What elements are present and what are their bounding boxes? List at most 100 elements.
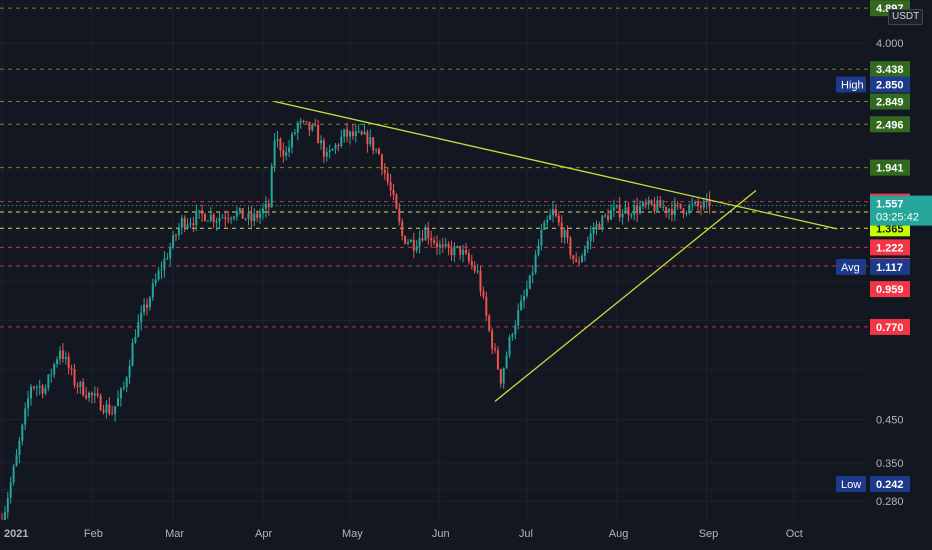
candle-body [598, 224, 601, 230]
candle-body [241, 208, 244, 219]
candle-body [688, 205, 691, 213]
candle-body [592, 229, 595, 234]
candle-body [549, 214, 552, 220]
time-tick-label: Feb [83, 528, 103, 540]
candle-body [415, 246, 418, 251]
high-value-tag: 2.850 [876, 79, 904, 91]
candle-body [282, 150, 285, 156]
candle-body [206, 220, 209, 222]
price-line-tag-bg [870, 318, 910, 335]
candle-body [140, 312, 143, 323]
candle-body [305, 121, 308, 123]
candle-body [699, 205, 702, 208]
trendline-lower-support[interactable] [494, 189, 757, 402]
candle-body [148, 297, 151, 308]
candle-body [427, 228, 430, 239]
candle-body [383, 169, 386, 174]
candle-body [543, 222, 546, 230]
candle-body [346, 129, 349, 137]
candle-body [354, 131, 357, 137]
candle-body [349, 131, 351, 137]
candle-body [612, 207, 615, 211]
candle-body [647, 200, 650, 205]
candle-body [262, 208, 264, 214]
candle-body [122, 387, 125, 389]
candle-body [299, 120, 302, 123]
candle-body [320, 140, 322, 144]
candle-body [633, 205, 636, 216]
candle-body [27, 398, 30, 409]
candle-body [662, 206, 665, 208]
candle-body [685, 212, 688, 214]
candle-body [119, 388, 122, 399]
candle-body [204, 214, 206, 221]
candle-body [682, 208, 685, 214]
candle-body [230, 218, 233, 220]
candle-body [44, 387, 47, 394]
candlestick-chart[interactable]: High Avg Low [0, 0, 868, 544]
candle-body [154, 279, 157, 284]
candle-body [627, 207, 630, 216]
candle-body [552, 209, 554, 215]
candle-body [583, 249, 586, 256]
candle-body [514, 325, 517, 335]
candle-body [604, 215, 607, 217]
price-lines [0, 7, 868, 328]
trendlines [274, 100, 838, 402]
candle-body [601, 215, 604, 230]
candle-body [679, 203, 682, 209]
candle-body [317, 124, 320, 144]
candle-body [540, 229, 543, 246]
time-tick-label: Apr [255, 528, 273, 540]
candle-body [32, 386, 35, 388]
candle-body [102, 410, 105, 413]
candle-body [212, 214, 215, 223]
candle-body [641, 202, 644, 207]
candle-body [291, 133, 293, 148]
high-label-bg [836, 76, 866, 93]
candle-body [340, 136, 343, 146]
candle-body [59, 350, 61, 360]
trendline-upper-resistance[interactable] [274, 100, 838, 230]
currency-badge[interactable]: USDT [888, 9, 924, 25]
price-scale-axis: 7.0005.5004.0000.4500.3500.2800.22064.89… [870, 0, 932, 550]
candle-body [546, 219, 549, 223]
candle-body [93, 393, 96, 396]
candle-body [581, 255, 583, 263]
avg-value-tag-bg [870, 258, 910, 275]
candle-body [50, 374, 53, 376]
candle-body [485, 296, 488, 316]
candle-body [694, 201, 697, 204]
candle-body [668, 208, 670, 212]
candle-body [557, 215, 560, 223]
candle-body [337, 144, 340, 146]
candle-body [215, 221, 218, 223]
candle-body [328, 150, 331, 153]
candle-body [244, 218, 247, 220]
candle-body [644, 202, 647, 205]
time-tick-label: May [342, 528, 363, 540]
time-tick-label: Sep [698, 528, 719, 540]
candle-body [288, 147, 291, 153]
candle-body [99, 395, 102, 411]
candle-body [308, 121, 311, 131]
candle-body [560, 222, 563, 238]
candle-body [53, 364, 56, 375]
candle-body [496, 350, 499, 370]
time-scale[interactable]: 2021 Feb Mar Apr May Jun Jul Aug Sep Oct [0, 520, 932, 550]
candle-body [566, 230, 569, 238]
candle-body [64, 356, 67, 359]
low-label: Low [841, 479, 861, 491]
chart-plot-area[interactable]: High Avg Low [0, 0, 868, 544]
candle-body [61, 350, 64, 359]
low-label-bg [836, 476, 866, 492]
candle-body [363, 131, 366, 135]
candle-body [169, 247, 172, 259]
candle-body [56, 359, 59, 365]
price-scale[interactable]: 7.0005.5004.0000.4500.3500.2800.22064.89… [868, 0, 932, 550]
candle-body [177, 227, 180, 236]
price-line-tag: 2.496 [876, 119, 904, 131]
candle-body [325, 152, 328, 157]
candle-body [151, 283, 154, 298]
candle-body [537, 245, 540, 255]
